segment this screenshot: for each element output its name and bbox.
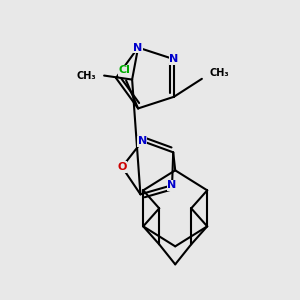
Text: O: O xyxy=(117,162,127,172)
Text: CH₃: CH₃ xyxy=(76,70,96,81)
Text: CH₃: CH₃ xyxy=(210,68,230,78)
Text: N: N xyxy=(138,136,147,146)
Text: N: N xyxy=(167,180,177,190)
Text: N: N xyxy=(169,54,178,64)
Text: N: N xyxy=(134,43,143,52)
Text: Cl: Cl xyxy=(118,65,130,75)
